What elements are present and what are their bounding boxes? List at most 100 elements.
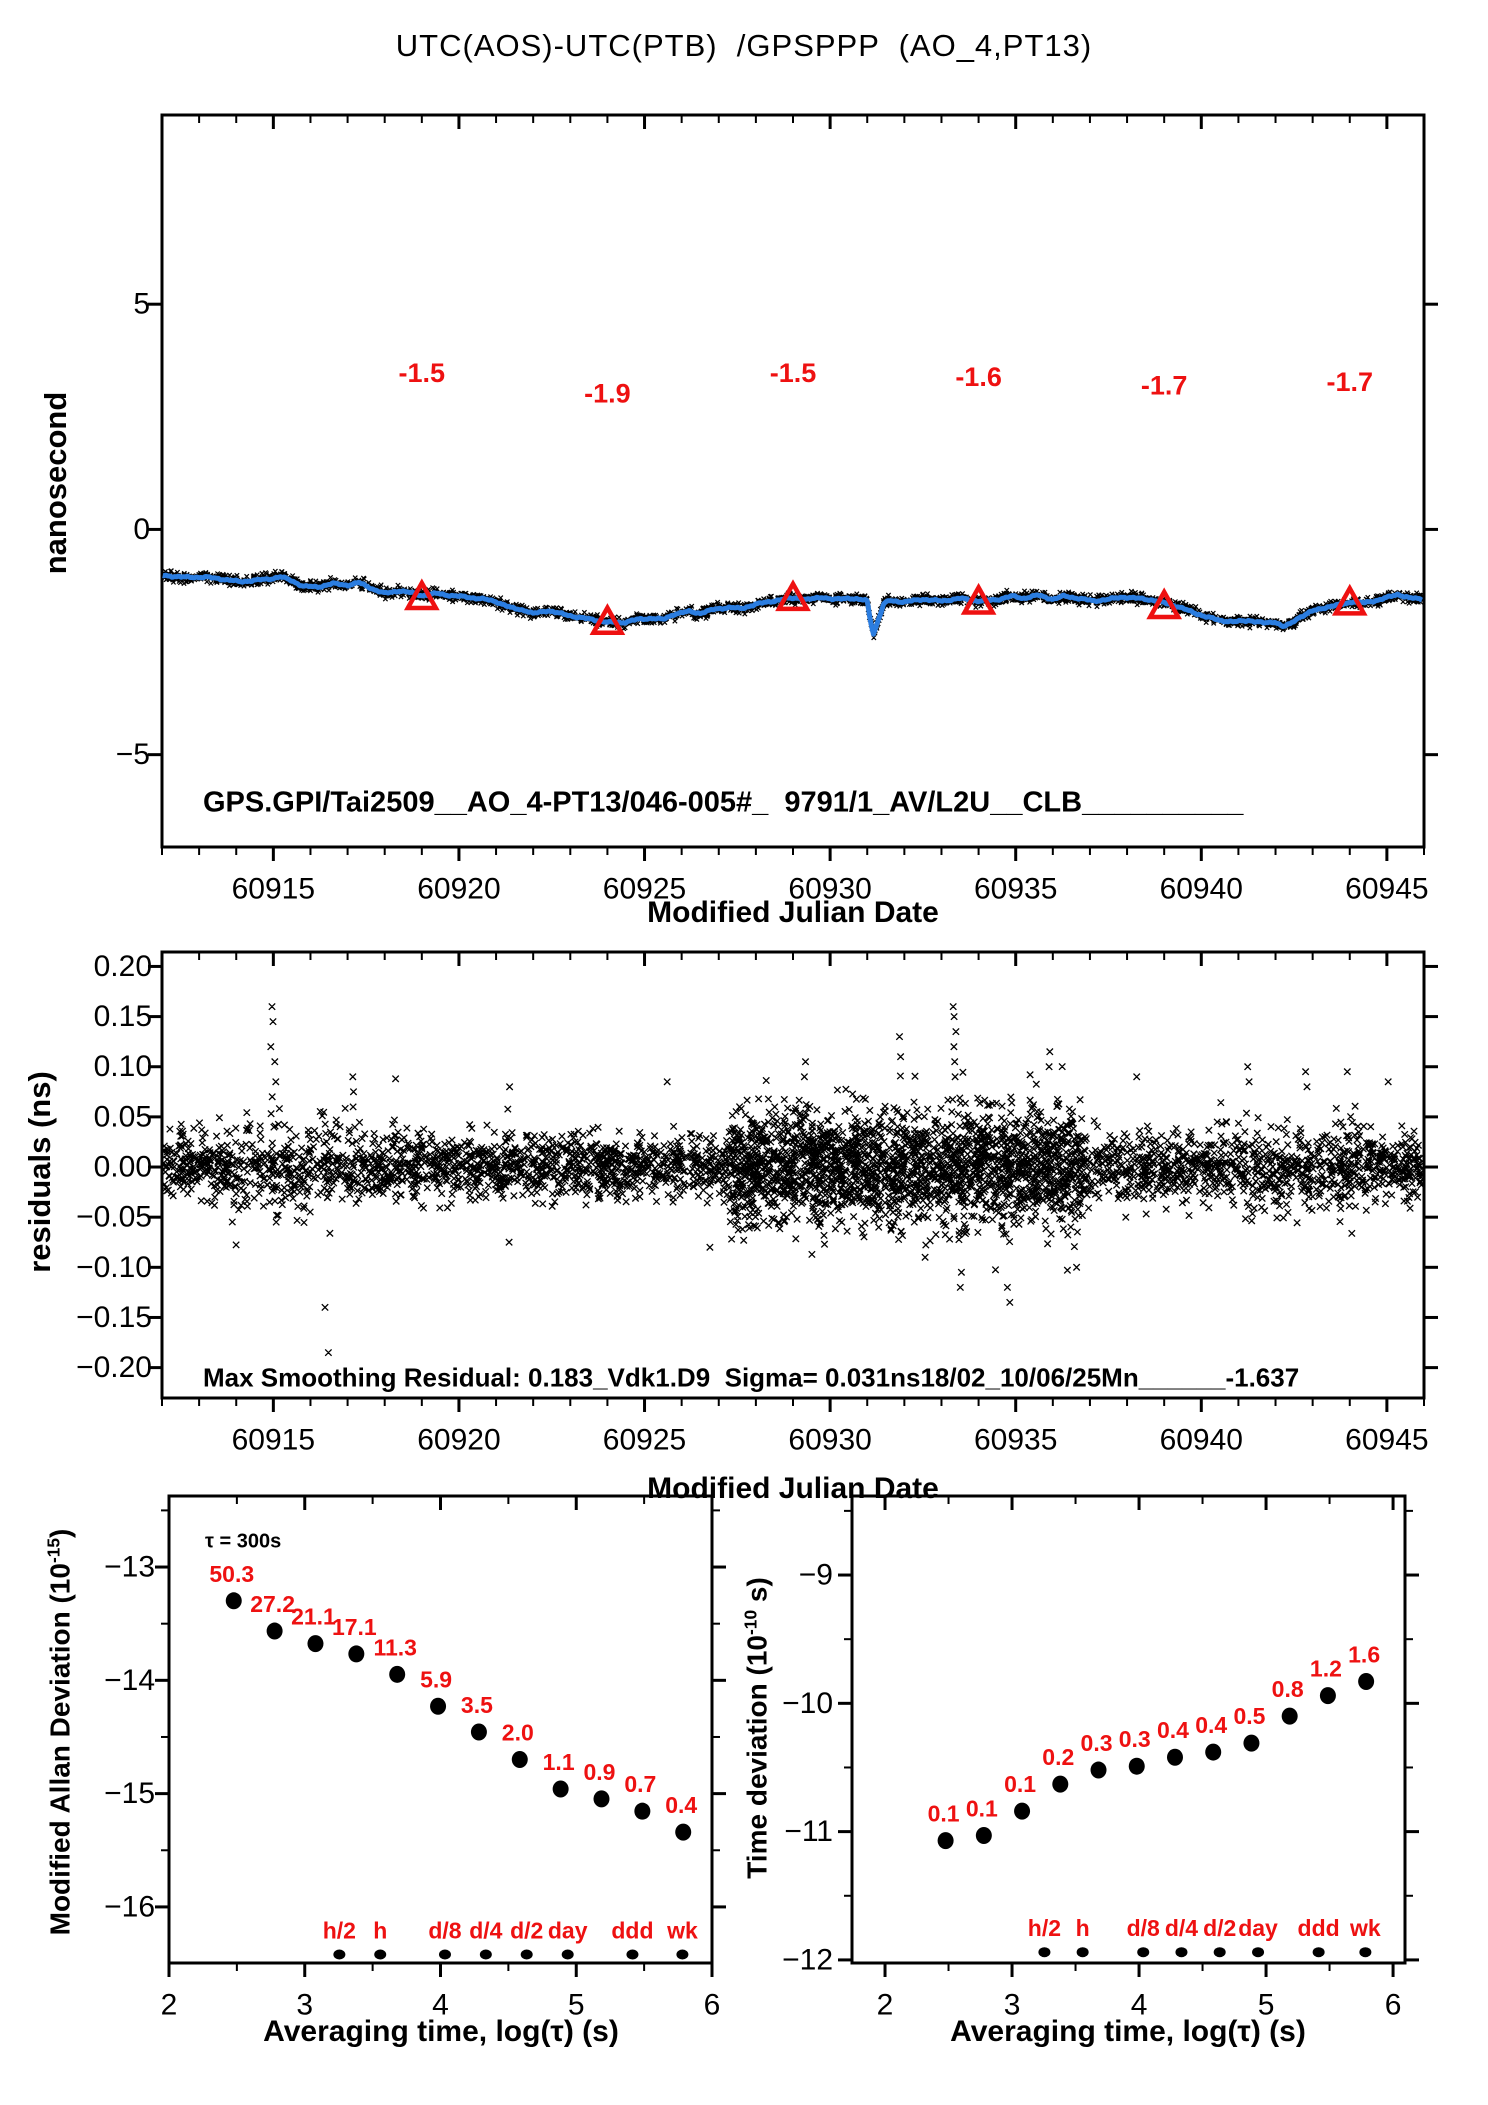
time-marker-label: wk xyxy=(666,1918,698,1944)
mdev-data-point xyxy=(266,1622,283,1640)
raw-data-trace xyxy=(162,568,1424,641)
tdev-value-label: 0.5 xyxy=(1233,1703,1265,1729)
tdev-value-label: 1.6 xyxy=(1348,1642,1380,1668)
utc-diff-ytick-label: 0 xyxy=(133,513,150,546)
mdev-value-label: 0.7 xyxy=(624,1771,656,1797)
time-marker-dot xyxy=(1252,1947,1265,1958)
mdev-data-point xyxy=(552,1780,569,1798)
tdev-xtick-label: 2 xyxy=(877,1989,894,2022)
tdev-data-point xyxy=(1358,1673,1375,1691)
tdev-data-point xyxy=(1052,1775,1069,1793)
utc-diff-xtick-label: 60930 xyxy=(788,873,871,906)
residuals-ytick-label: 0.15 xyxy=(94,1000,152,1033)
tdev-data-point xyxy=(1319,1687,1336,1705)
tdev-series: 0.1 0.10.10.20.3 0.3 0.4 0.4 0.50.81.21.6h/2 h… xyxy=(928,1642,1381,1958)
calibration-triangle-marker xyxy=(775,579,811,612)
utc-diff-xtick-label: 60940 xyxy=(1160,873,1243,906)
mdev-ytick-label: −14 xyxy=(104,1664,155,1697)
figure-title: UTC(AOS)-UTC(PTB) /GPSPPP (AO_4,PT13) xyxy=(395,28,1093,63)
time-marker-label: day xyxy=(548,1918,588,1944)
tdev-value-label: 0.3 xyxy=(1081,1730,1113,1756)
mdev-data-point xyxy=(389,1665,406,1683)
panel1-annotation: GPS.GPI/Tai2509__AO_4-PT13/046-005#_ 979… xyxy=(203,786,1244,819)
mdev-value-label: 3.5 xyxy=(461,1692,493,1718)
time-marker-dot xyxy=(438,1949,451,1960)
tdev-value-label: 0.4 xyxy=(1157,1717,1189,1743)
residuals-ytick-label: −0.20 xyxy=(76,1351,152,1384)
tdev-value-label: 0.3 xyxy=(1119,1726,1151,1752)
time-marker-label: h/2 xyxy=(323,1918,356,1944)
time-marker-label: d/8 xyxy=(428,1918,461,1944)
time-marker-dot xyxy=(1359,1947,1372,1958)
utc-diff-xtick-label: 60935 xyxy=(974,873,1057,906)
time-marker-dot xyxy=(374,1949,387,1960)
time-marker-label: wk xyxy=(1349,1915,1381,1941)
utc-diff-axes: 60915 60920 60925 60930 60935 60940 60945 5 0 −5 xyxy=(116,113,1438,906)
tdev-ytick-label: −10 xyxy=(782,1687,833,1720)
mdev-value-label: 17.1 xyxy=(332,1614,377,1640)
panel4-xlabel: Averaging time, log(τ) (s) xyxy=(950,2015,1306,2048)
time-marker-dot xyxy=(1137,1947,1150,1958)
calibration-value-label: -1.6 xyxy=(955,362,1002,392)
calibration-triangle-marker xyxy=(1146,587,1183,620)
calibration-value-label: -1.7 xyxy=(1141,370,1188,400)
residuals-ytick-label: −0.15 xyxy=(76,1301,152,1334)
tdev-data-point xyxy=(1281,1707,1298,1725)
utc-diff-series: -1.5 -1.9 -1.5 -1.6 -1.7 -1.7 xyxy=(161,358,1424,641)
mdev-value-label: 1.1 xyxy=(543,1749,575,1775)
mdev-ytick-label: −13 xyxy=(104,1551,155,1584)
mdev-xtick-label: 2 xyxy=(161,1989,178,2022)
time-marker-dot xyxy=(333,1949,346,1960)
time-marker-label: d/2 xyxy=(510,1918,543,1944)
time-marker-dot xyxy=(520,1949,533,1960)
tdev-value-label: 1.2 xyxy=(1310,1656,1342,1682)
utc-diff-xtick-label: 60915 xyxy=(232,873,315,906)
mdev-value-label: 2.0 xyxy=(502,1720,534,1746)
utc-diff-xtick-label: 60945 xyxy=(1345,873,1428,906)
time-marker-dot xyxy=(1038,1947,1051,1958)
mdev-value-label: 21.1 xyxy=(291,1604,336,1630)
calibration-triangle-marker xyxy=(589,603,626,636)
mdev-xtick-label: 6 xyxy=(704,1989,721,2022)
panel2-ylabel: residuals (ns) xyxy=(22,1071,57,1273)
mdev-value-label: 0.4 xyxy=(665,1792,697,1818)
residuals-xtick-label: 60925 xyxy=(603,1424,686,1457)
calibration-triangle-marker xyxy=(403,578,440,611)
residuals-ytick-label: 0.10 xyxy=(94,1050,152,1083)
panel2-xlabel: Modified Julian Date xyxy=(647,1472,939,1505)
mdev-value-label: 11.3 xyxy=(373,1634,417,1660)
mdev-data-point xyxy=(634,1802,651,1820)
mdev-axes: 2 3 4 5 6 −13 −14 −15 −16 xyxy=(104,1494,726,2022)
tdev-data-point xyxy=(1090,1761,1107,1779)
mdev-series: 50.3 27.221.117.111.35.9 3.5 2.0 1.1 0.9 0.7 0.… xyxy=(209,1561,698,1960)
tdev-xtick-label: 5 xyxy=(1258,1989,1275,2022)
mdev-value-label: 5.9 xyxy=(420,1666,452,1692)
time-marker-label: h xyxy=(1076,1915,1090,1941)
panel2-annotation: Max Smoothing Residual: 0.183_Vdk1.D9 Si… xyxy=(203,1362,1300,1393)
mdev-value-label: 27.2 xyxy=(250,1591,295,1617)
time-marker-label: h/2 xyxy=(1028,1915,1061,1941)
tdev-data-point xyxy=(1014,1802,1031,1820)
calibration-value-label: -1.7 xyxy=(1326,367,1373,397)
mdev-ytick-label: −15 xyxy=(104,1777,155,1810)
time-marker-label: d/8 xyxy=(1127,1915,1160,1941)
time-marker-dot xyxy=(676,1949,689,1960)
residuals-xtick-label: 60935 xyxy=(974,1424,1057,1457)
utc-diff-xtick-label: 60920 xyxy=(417,873,500,906)
time-marker-dot xyxy=(1312,1947,1325,1958)
residuals-xtick-label: 60945 xyxy=(1345,1424,1428,1457)
tdev-ytick-label: −9 xyxy=(799,1559,833,1592)
utc-diff-ytick-label: 5 xyxy=(133,288,150,321)
time-marker-label: d/4 xyxy=(469,1918,502,1944)
panel4-ylabel: Time deviation (10-10 s) xyxy=(740,1577,773,1879)
tdev-data-point xyxy=(1166,1748,1183,1766)
time-marker-label: ddd xyxy=(1298,1915,1340,1941)
time-marker-dot xyxy=(561,1949,574,1960)
panel3-tau-annotation: τ = 300s xyxy=(205,1530,282,1553)
tdev-xtick-label: 6 xyxy=(1385,1989,1402,2022)
time-marker-label: day xyxy=(1238,1915,1278,1941)
calibration-triangle-marker xyxy=(960,582,997,615)
mdev-xtick-label: 5 xyxy=(568,1989,585,2022)
